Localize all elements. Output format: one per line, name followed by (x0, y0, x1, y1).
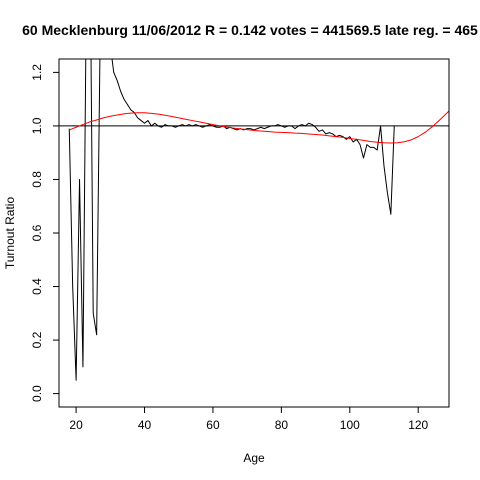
y-tick-label: 0.4 (30, 278, 44, 295)
y-tick-label: 1.0 (30, 117, 44, 134)
smoothed-fit-line (69, 110, 449, 144)
x-tick-label: 60 (206, 418, 220, 432)
y-tick-label: 1.2 (30, 64, 44, 81)
x-tick-label: 40 (138, 418, 152, 432)
plot-frame (58, 58, 450, 408)
x-tick-label: 20 (69, 418, 83, 432)
y-tick-label: 0.8 (30, 171, 44, 188)
x-tick-label: 120 (408, 418, 428, 432)
turnout-ratio-line (68, 59, 395, 381)
plot-area (59, 59, 449, 381)
chart-title: 60 Mecklenburg 11/06/2012 R = 0.142 vote… (22, 22, 478, 38)
y-tick-label: 0.0 (30, 385, 44, 402)
y-tick-label: 0.6 (30, 224, 44, 241)
x-tick-label: 80 (275, 418, 289, 432)
y-axis-label: Turnout Ratio (3, 197, 17, 270)
x-tick-label: 100 (340, 418, 360, 432)
x-axis-label: Age (243, 451, 265, 465)
axes-layer: 20 40 60 80 100 120 0.0 0.2 0.4 0.6 0.8 1.0 1.2 (30, 64, 429, 432)
y-tick-label: 0.2 (30, 331, 44, 348)
